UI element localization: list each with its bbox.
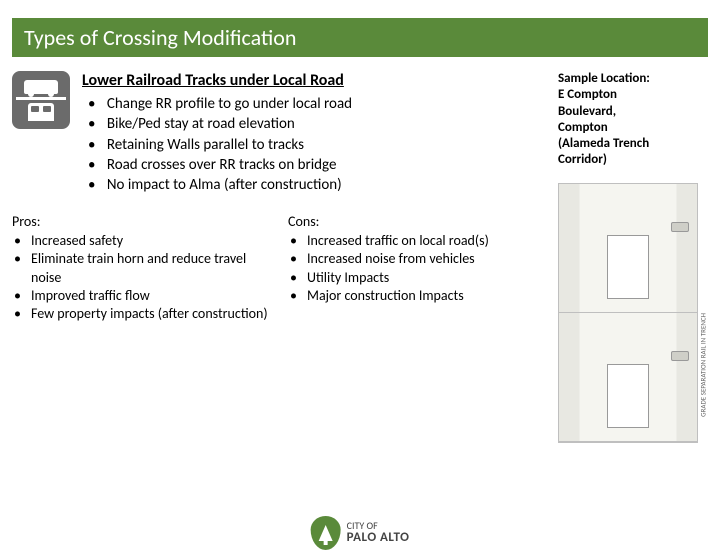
cons-item: Major construction Impacts: [288, 287, 548, 305]
slide-title: Types of Crossing Modification: [12, 18, 708, 57]
diagram-panel-bottom: [559, 313, 697, 442]
intro-row: Lower Railroad Tracks under Local Road C…: [12, 71, 548, 195]
pros-cons-row: Pros: Increased safety Eliminate train h…: [12, 213, 548, 323]
diagram-caption: GRADE SEPARATION RAIL IN TRENCH: [699, 313, 708, 417]
sample-line: Boulevard,: [558, 104, 708, 120]
sample-line: (Alameda Trench: [558, 136, 708, 152]
tree-icon: [319, 525, 333, 541]
cons-item: Increased noise from vehicles: [288, 250, 548, 268]
pros-item: Eliminate train horn and reduce travel n…: [12, 250, 272, 286]
logo-bottom-text: PALO ALTO: [347, 531, 410, 545]
intro-bullet: No impact to Alma (after construction): [82, 175, 352, 195]
pros-list: Increased safety Eliminate train horn an…: [12, 232, 272, 323]
train-icon: [28, 103, 54, 121]
vehicle-icon: [671, 222, 689, 232]
cons-list: Increased traffic on local road(s) Incre…: [288, 232, 548, 305]
pros-column: Pros: Increased safety Eliminate train h…: [12, 213, 272, 323]
intro-bullet: Change RR profile to go under local road: [82, 94, 352, 114]
sample-line: E Compton: [558, 87, 708, 103]
intro-bullet: Road crosses over RR tracks on bridge: [82, 155, 352, 175]
diagram-panel-top: [559, 184, 697, 313]
pros-label: Pros:: [12, 213, 272, 230]
crossing-type-icon: [12, 71, 70, 129]
vehicle-icon: [671, 351, 689, 361]
logo-badge-icon: [311, 516, 341, 550]
trench-shape: [607, 235, 648, 299]
sample-line: Compton: [558, 120, 708, 136]
pros-item: Increased safety: [12, 232, 272, 250]
section-diagram: GRADE SEPARATION RAIL IN TRENCH: [558, 183, 698, 443]
intro-heading: Lower Railroad Tracks under Local Road: [82, 71, 352, 90]
sample-line: Corridor): [558, 152, 708, 168]
sample-line: Sample Location:: [558, 71, 708, 87]
cons-column: Cons: Increased traffic on local road(s)…: [288, 213, 548, 323]
intro-bullet: Retaining Walls parallel to tracks: [82, 135, 352, 155]
pros-item: Few property impacts (after construction…: [12, 305, 272, 323]
pros-item: Improved traffic flow: [12, 287, 272, 305]
sample-location: Sample Location: E Compton Boulevard, Co…: [558, 71, 708, 169]
intro-bullet: Bike/Ped stay at road elevation: [82, 114, 352, 134]
right-column: Sample Location: E Compton Boulevard, Co…: [558, 71, 708, 443]
bridge-line-icon: [16, 97, 66, 100]
content-area: Lower Railroad Tracks under Local Road C…: [0, 57, 720, 443]
logo-text: CITY OF PALO ALTO: [347, 520, 410, 545]
car-icon: [24, 80, 58, 94]
cons-item: Utility Impacts: [288, 269, 548, 287]
cons-item: Increased traffic on local road(s): [288, 232, 548, 250]
city-logo: CITY OF PALO ALTO: [311, 516, 410, 550]
cons-label: Cons:: [288, 213, 548, 230]
trench-shape: [607, 364, 648, 428]
intro-text: Lower Railroad Tracks under Local Road C…: [82, 71, 352, 195]
left-column: Lower Railroad Tracks under Local Road C…: [12, 71, 558, 443]
intro-bullets: Change RR profile to go under local road…: [82, 94, 352, 195]
